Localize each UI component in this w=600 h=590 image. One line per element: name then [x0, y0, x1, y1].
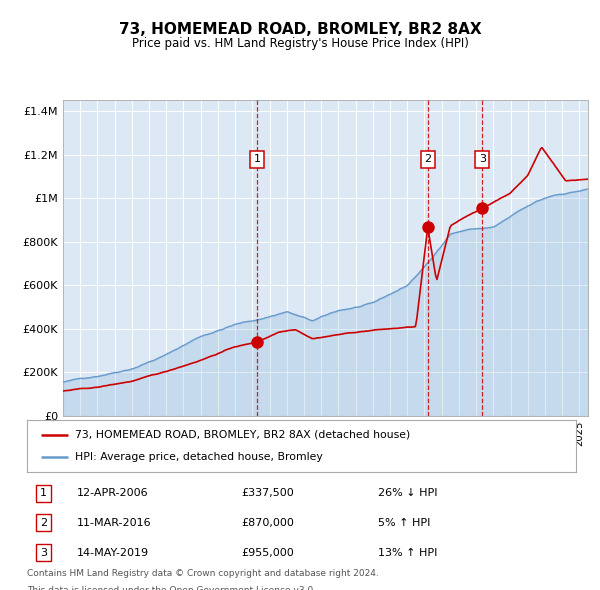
Text: 73, HOMEMEAD ROAD, BROMLEY, BR2 8AX (detached house): 73, HOMEMEAD ROAD, BROMLEY, BR2 8AX (det…: [76, 430, 410, 440]
Text: 1: 1: [40, 489, 47, 498]
Text: £337,500: £337,500: [241, 489, 294, 498]
Text: 2: 2: [424, 154, 431, 164]
Text: 13% ↑ HPI: 13% ↑ HPI: [379, 548, 438, 558]
Text: 3: 3: [479, 154, 486, 164]
Text: £870,000: £870,000: [241, 517, 294, 527]
Text: This data is licensed under the Open Government Licence v3.0.: This data is licensed under the Open Gov…: [27, 586, 316, 590]
Text: 73, HOMEMEAD ROAD, BROMLEY, BR2 8AX: 73, HOMEMEAD ROAD, BROMLEY, BR2 8AX: [119, 22, 481, 37]
Text: 3: 3: [40, 548, 47, 558]
Text: 2: 2: [40, 517, 47, 527]
Text: 5% ↑ HPI: 5% ↑ HPI: [379, 517, 431, 527]
Text: 14-MAY-2019: 14-MAY-2019: [76, 548, 149, 558]
Text: HPI: Average price, detached house, Bromley: HPI: Average price, detached house, Brom…: [76, 453, 323, 463]
Text: 26% ↓ HPI: 26% ↓ HPI: [379, 489, 438, 498]
Text: 11-MAR-2016: 11-MAR-2016: [76, 517, 151, 527]
Text: 1: 1: [253, 154, 260, 164]
Text: 12-APR-2006: 12-APR-2006: [76, 489, 148, 498]
Text: Price paid vs. HM Land Registry's House Price Index (HPI): Price paid vs. HM Land Registry's House …: [131, 37, 469, 50]
Text: Contains HM Land Registry data © Crown copyright and database right 2024.: Contains HM Land Registry data © Crown c…: [27, 569, 379, 578]
Text: £955,000: £955,000: [241, 548, 294, 558]
